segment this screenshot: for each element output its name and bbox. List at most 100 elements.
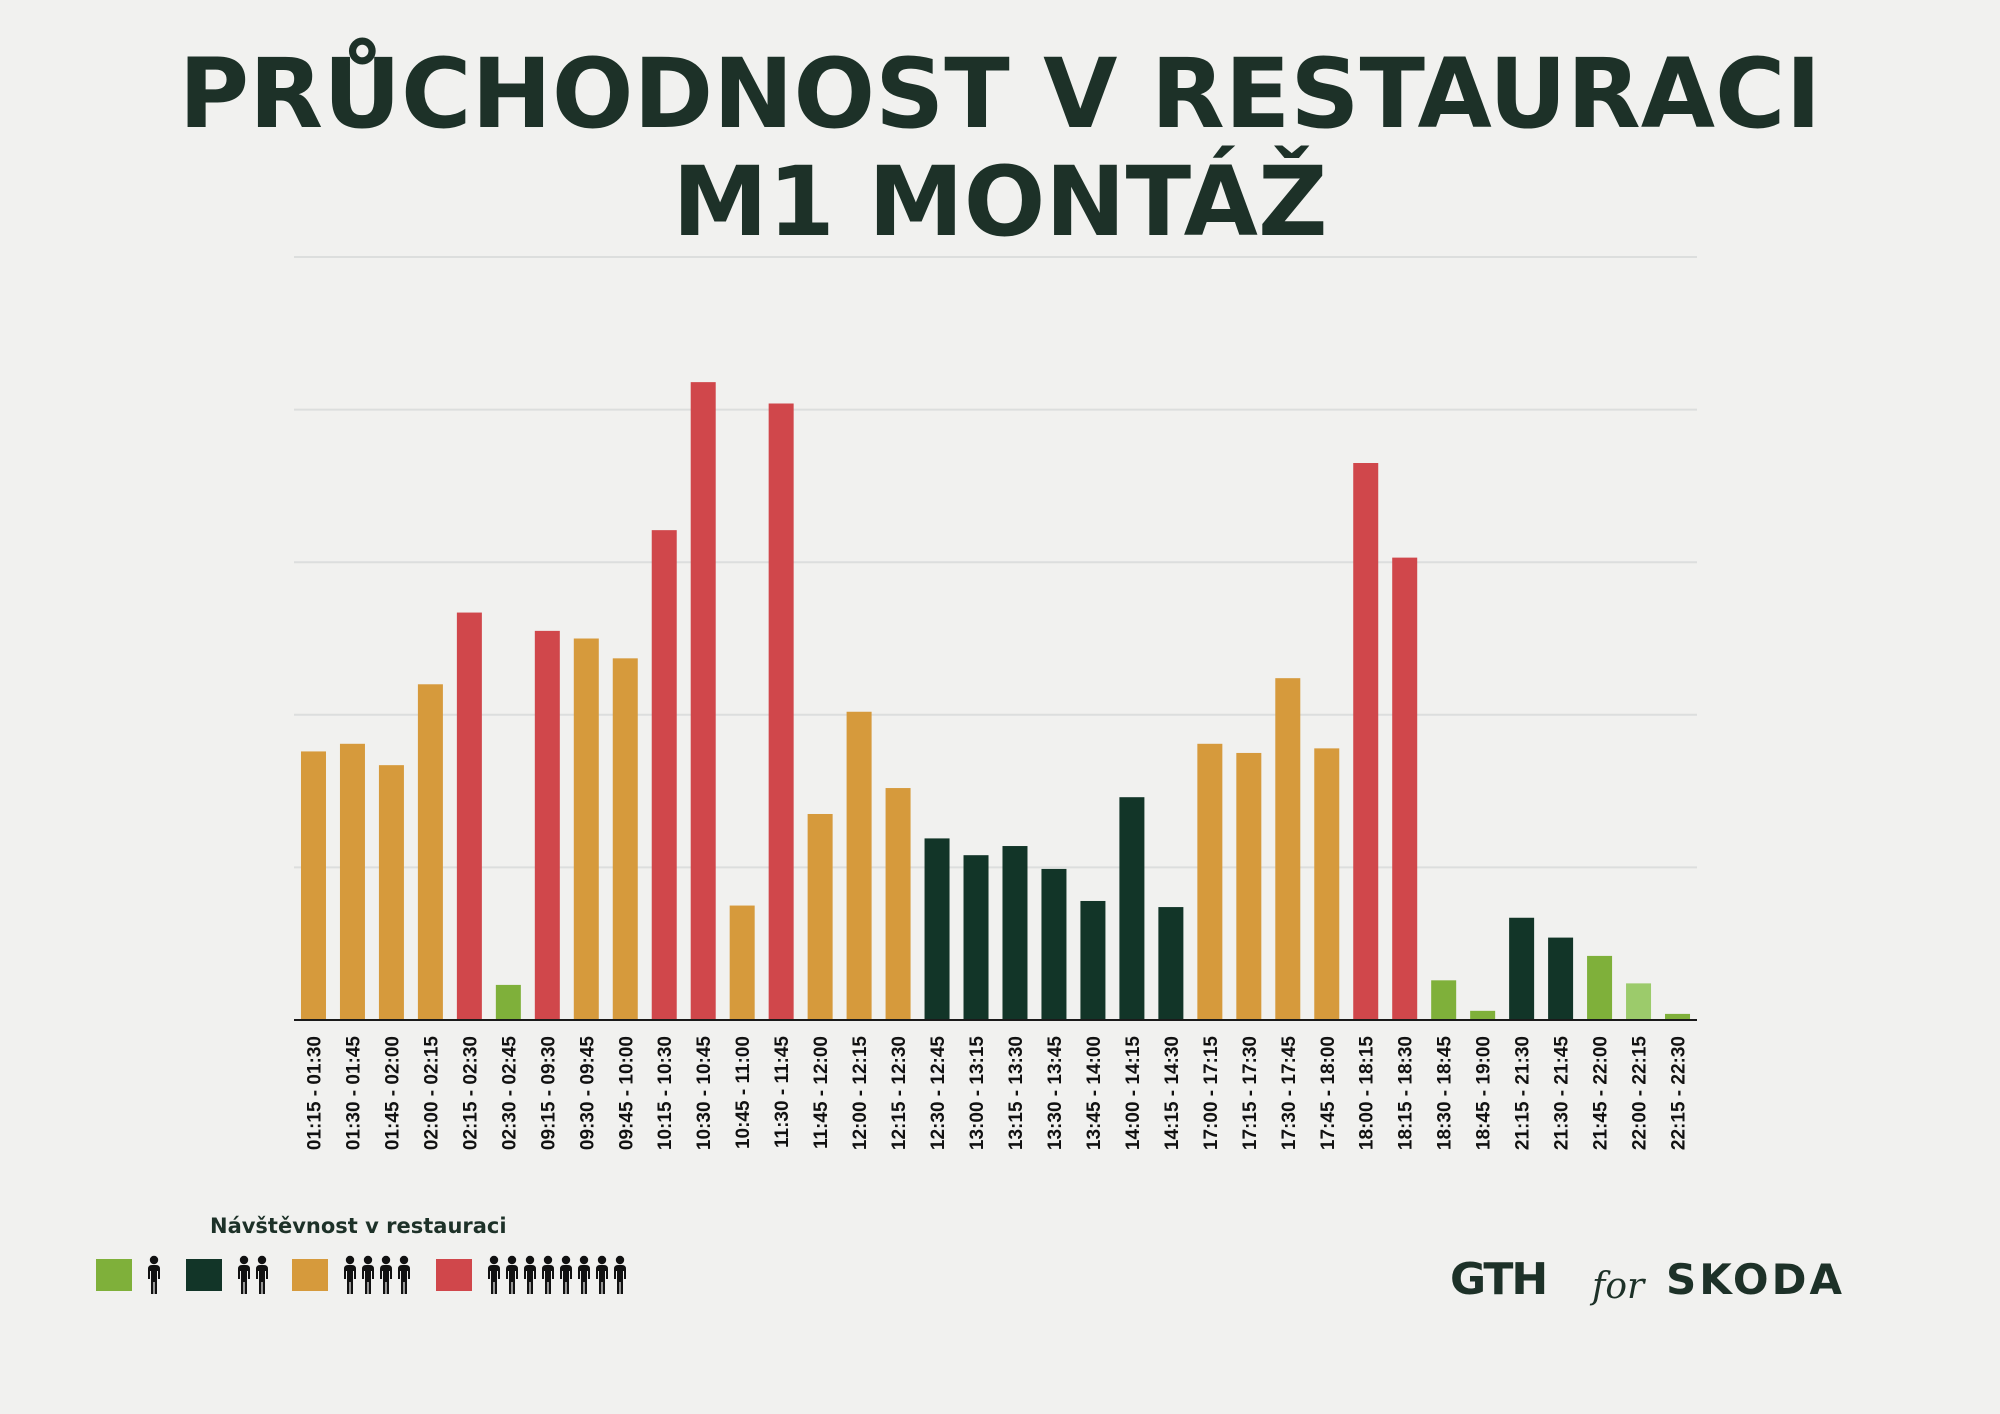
person-icon — [506, 1255, 518, 1294]
bar — [1509, 917, 1535, 1020]
x-tick-label: 21:15 - 21:30 — [1513, 1036, 1534, 1150]
person-icon — [238, 1255, 250, 1294]
bar — [1587, 955, 1613, 1020]
x-tick-label: 17:00 - 17:15 — [1201, 1036, 1222, 1151]
person-icon — [398, 1255, 410, 1294]
bar — [378, 765, 404, 1020]
legend-swatch — [292, 1259, 328, 1291]
x-tick-label: 12:30 - 12:45 — [928, 1036, 949, 1151]
x-tick-label: 10:30 - 10:45 — [694, 1036, 715, 1151]
x-tick-label: 22:00 - 22:15 — [1630, 1036, 1651, 1151]
person-icons — [148, 1255, 160, 1294]
x-tick-label: 12:15 - 12:30 — [889, 1036, 910, 1150]
x-tick-label: 02:15 - 02:30 — [460, 1036, 481, 1150]
x-tick-label: 18:30 - 18:45 — [1435, 1036, 1456, 1151]
person-icon — [542, 1255, 554, 1294]
x-tick-label: 09:15 - 09:30 — [538, 1036, 559, 1150]
person-icon — [362, 1255, 374, 1294]
x-tick-label: 17:15 - 17:30 — [1240, 1036, 1261, 1150]
x-tick-label: 13:00 - 13:15 — [967, 1036, 988, 1151]
x-tick-label: 17:30 - 17:45 — [1279, 1036, 1300, 1151]
bar — [768, 403, 794, 1021]
chart-title-line2: M1 MONTÁŽ — [672, 146, 1328, 258]
person-icons — [344, 1255, 410, 1294]
bar — [495, 984, 521, 1020]
person-icon — [524, 1255, 536, 1294]
x-tick-label: 01:15 - 01:30 — [304, 1036, 325, 1150]
bar — [1626, 983, 1652, 1020]
bar — [1353, 463, 1379, 1020]
bar — [1470, 1010, 1496, 1020]
legend-swatch — [96, 1259, 132, 1291]
bar — [339, 743, 365, 1020]
person-icon — [596, 1255, 608, 1294]
bar — [534, 630, 560, 1020]
legend-swatch — [436, 1259, 472, 1291]
person-icon — [488, 1255, 500, 1294]
bar — [1236, 752, 1262, 1020]
bar — [1080, 900, 1106, 1020]
bar — [651, 530, 677, 1020]
person-icon — [578, 1255, 590, 1294]
person-icon — [380, 1255, 392, 1294]
bar — [1119, 797, 1145, 1020]
person-icon — [344, 1255, 356, 1294]
chart-title-line1: PRŮCHODNOST V RESTAURACI — [178, 38, 1822, 150]
skoda-logo: SKODA — [1666, 1255, 1845, 1304]
bar — [1002, 846, 1028, 1020]
person-icon — [560, 1255, 572, 1294]
x-tick-label: 14:00 - 14:15 — [1123, 1036, 1144, 1151]
bar — [1197, 743, 1223, 1020]
bar — [846, 711, 872, 1020]
x-tick-label: 21:30 - 21:45 — [1552, 1036, 1573, 1151]
x-tick-label: 10:45 - 11:00 — [733, 1036, 754, 1149]
person-icon — [148, 1255, 160, 1294]
x-tick-label: 13:15 - 13:30 — [1006, 1036, 1027, 1150]
bar — [1665, 1013, 1691, 1020]
x-tick-label: 09:45 - 10:00 — [616, 1036, 637, 1150]
x-tick-label: 11:30 - 11:45 — [772, 1036, 793, 1148]
bar — [729, 905, 755, 1020]
x-tick-label: 10:15 - 10:30 — [655, 1036, 676, 1150]
bar — [1392, 557, 1418, 1020]
gth-logo: GTH — [1450, 1254, 1548, 1305]
chart-title: PRŮCHODNOST V RESTAURACI M1 MONTÁŽ — [0, 40, 2000, 256]
bar — [885, 788, 911, 1020]
x-tick-label: 02:00 - 02:15 — [421, 1036, 442, 1151]
x-tick-label: 13:30 - 13:45 — [1045, 1036, 1066, 1151]
person-icon — [614, 1255, 626, 1294]
bar — [963, 855, 989, 1020]
bar — [1275, 678, 1301, 1020]
person-icons — [238, 1255, 268, 1294]
bar — [300, 751, 326, 1020]
for-text: for — [1592, 1266, 1645, 1307]
person-icons — [488, 1255, 626, 1294]
x-tick-label: 21:45 - 22:00 — [1591, 1036, 1612, 1150]
bar — [1431, 980, 1457, 1020]
person-icon — [256, 1255, 268, 1294]
legend-title: Návštěvnost v restauraci — [210, 1214, 507, 1238]
bar — [1158, 907, 1184, 1020]
legend-swatch — [186, 1259, 222, 1291]
bar — [690, 382, 716, 1021]
x-tick-label: 13:45 - 14:00 — [1084, 1036, 1105, 1150]
bar — [417, 684, 443, 1020]
bar — [612, 658, 638, 1020]
x-tick-label: 09:30 - 09:45 — [577, 1036, 598, 1151]
x-tick-label: 12:00 - 12:15 — [850, 1036, 871, 1151]
x-tick-label: 18:45 - 19:00 — [1474, 1036, 1495, 1150]
x-tick-label: 14:15 - 14:30 — [1162, 1036, 1183, 1150]
bar — [924, 838, 950, 1020]
bar — [1041, 868, 1067, 1020]
bar — [1314, 748, 1340, 1020]
bar — [573, 638, 599, 1020]
bar — [807, 813, 833, 1020]
x-tick-label: 17:45 - 18:00 — [1318, 1036, 1339, 1150]
bar — [1548, 937, 1574, 1020]
x-tick-label: 01:30 - 01:45 — [343, 1036, 364, 1151]
x-tick-label: 01:45 - 02:00 — [382, 1036, 403, 1150]
x-tick-label: 02:30 - 02:45 — [499, 1036, 520, 1151]
x-tick-label: 18:00 - 18:15 — [1357, 1036, 1378, 1151]
x-tick-label: 18:15 - 18:30 — [1396, 1036, 1417, 1150]
